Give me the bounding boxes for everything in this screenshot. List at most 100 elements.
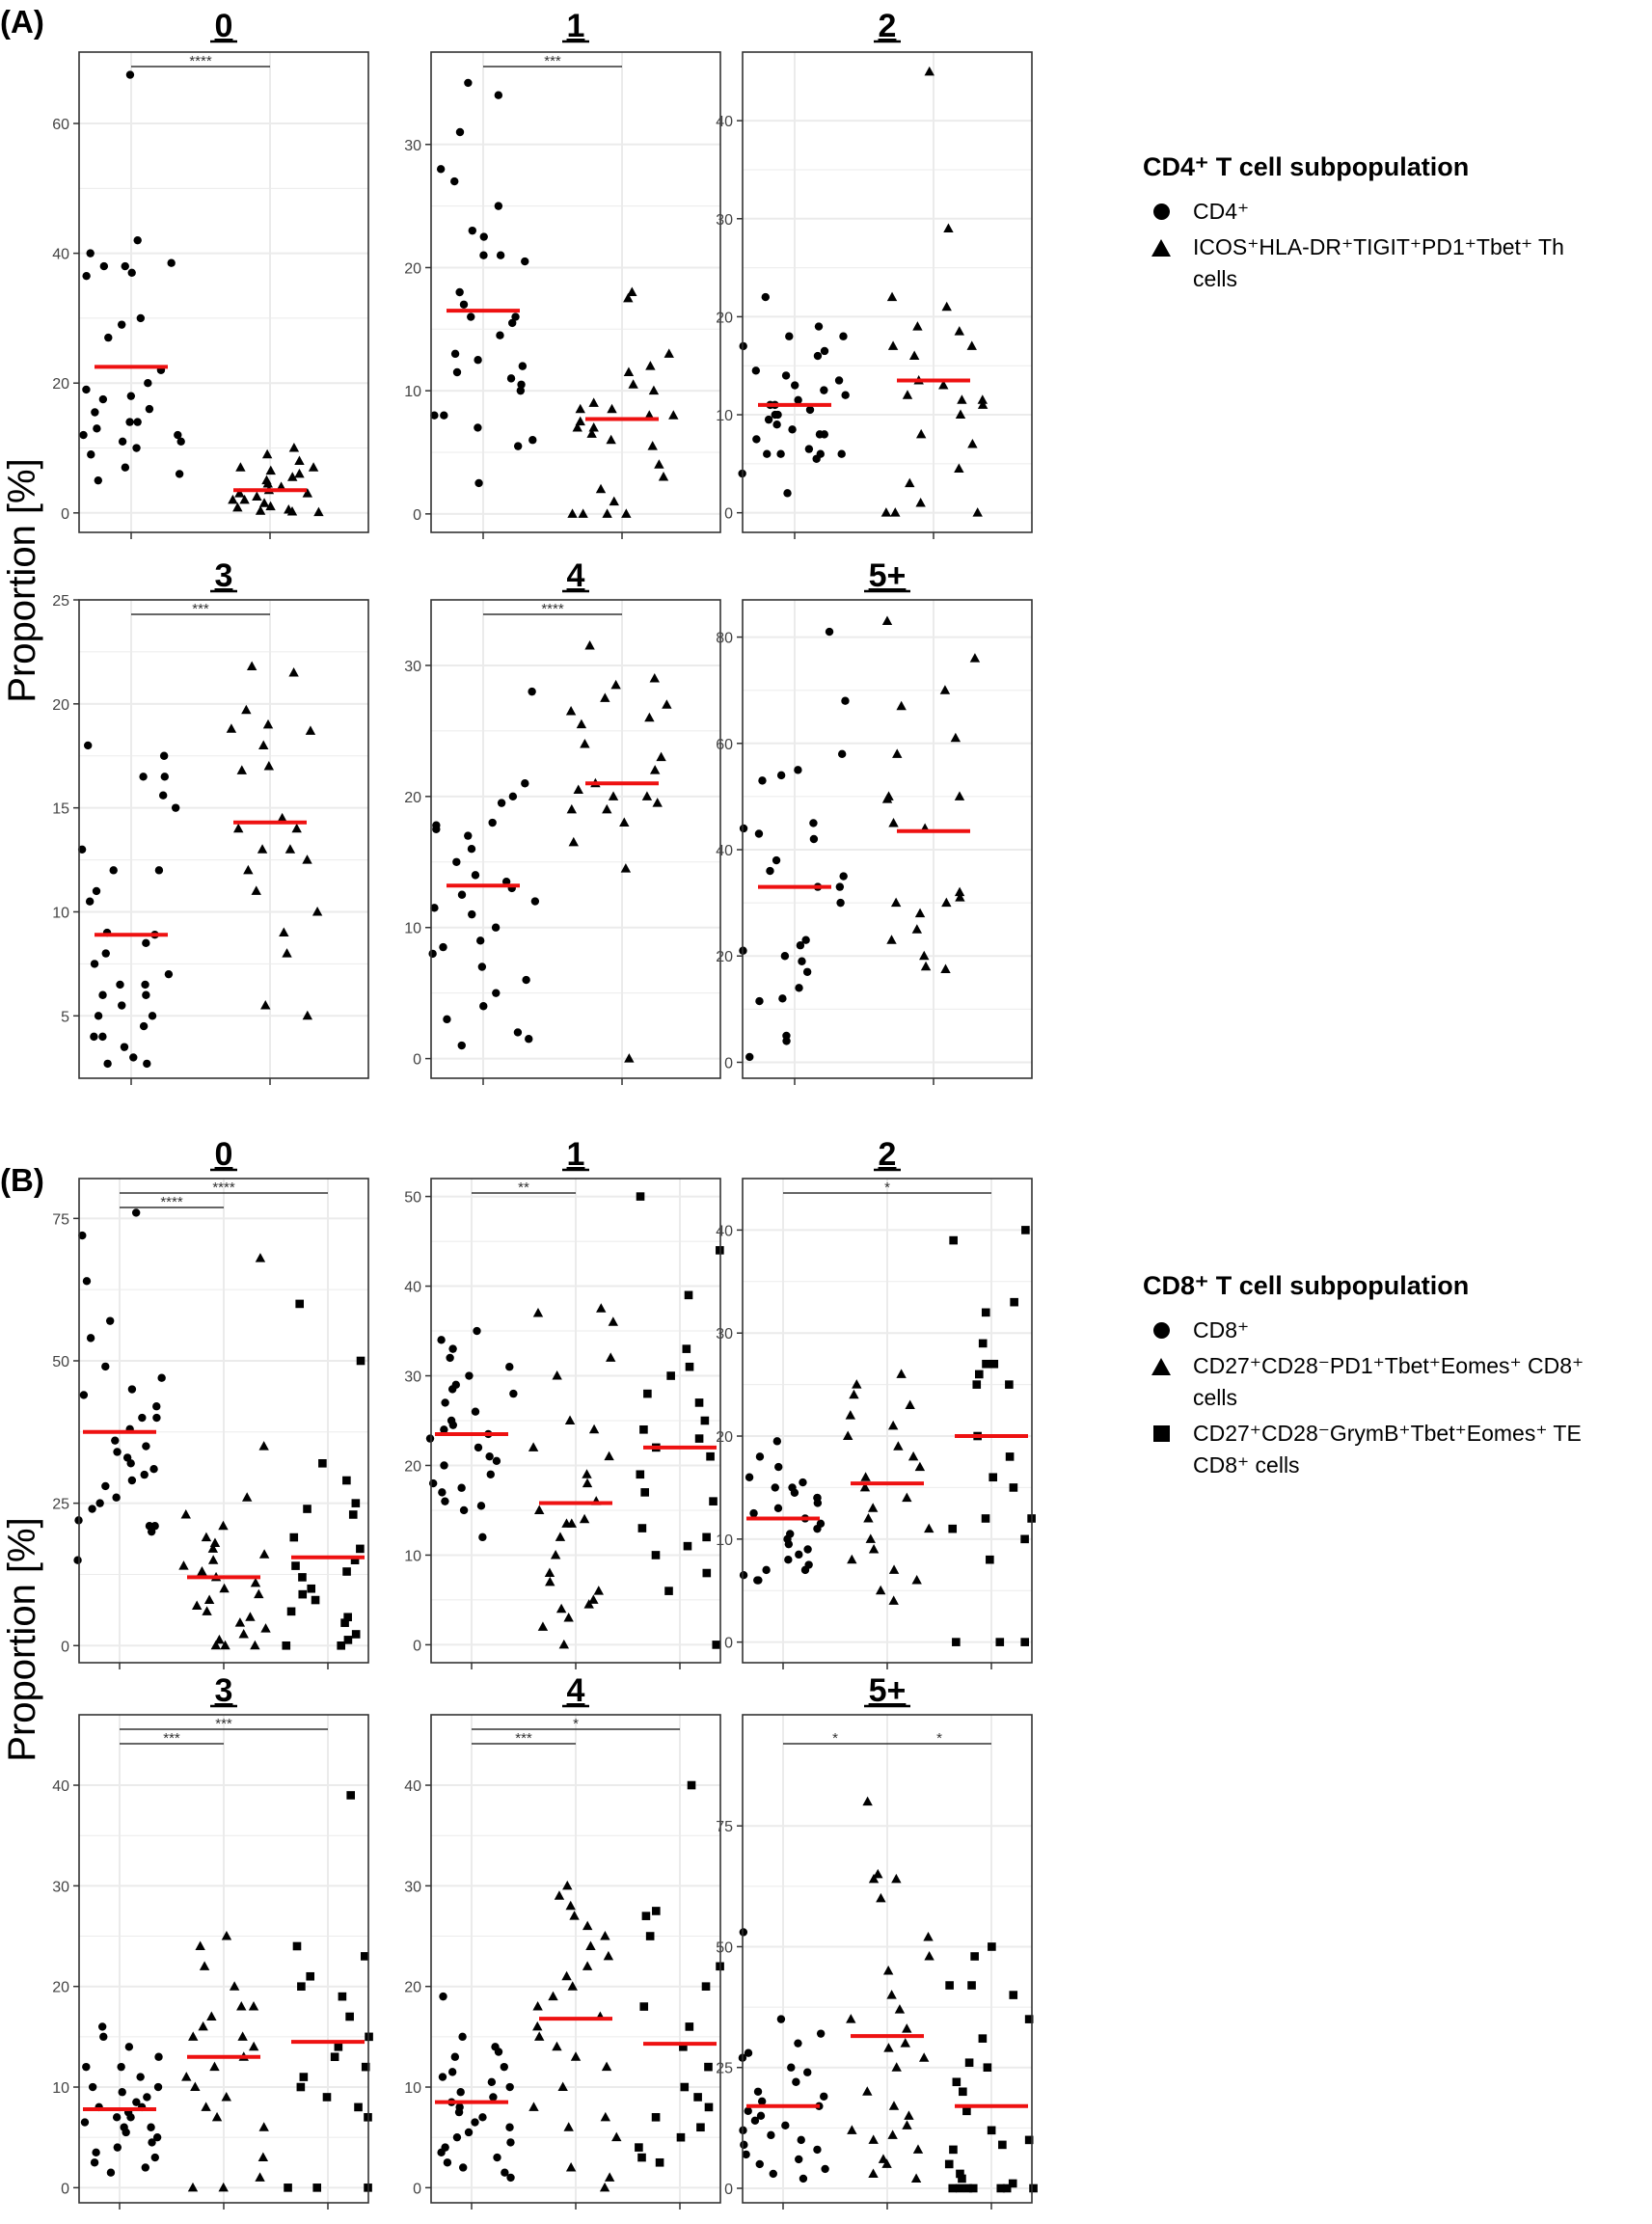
y-tick-label: 0 <box>413 1052 421 1069</box>
y-tick-label: 25 <box>52 593 69 610</box>
data-point-circle <box>518 362 528 370</box>
data-point-circle <box>158 791 168 800</box>
plot-frame <box>78 599 369 1079</box>
data-point-circle <box>755 2159 764 2169</box>
data-point-triangle <box>849 1389 859 1399</box>
data-point-triangle <box>564 1415 576 1424</box>
data-point-circle <box>120 1043 129 1051</box>
data-point-square <box>981 1514 990 1523</box>
data-point-circle <box>788 425 797 434</box>
legend-item-label: CD4⁺ <box>1193 199 1250 224</box>
data-point-circle <box>88 2082 97 2092</box>
data-point-triangle <box>846 2014 856 2023</box>
data-point-triangle <box>888 1564 900 1574</box>
legend-item: CD27⁺CD28⁻PD1⁺Tbet⁺Eomes⁺ CD8⁺ cells <box>1143 1350 1608 1414</box>
data-point-triangle <box>894 2004 906 2014</box>
data-point-circle <box>127 1476 137 1485</box>
data-point-circle <box>446 1353 454 1363</box>
data-point-square <box>299 2073 309 2081</box>
data-point-square <box>952 1638 961 1646</box>
data-point-triangle <box>608 1316 619 1326</box>
data-point-square <box>704 2062 713 2072</box>
data-point-circle <box>500 2062 508 2072</box>
y-tick-label: 20 <box>404 1458 421 1475</box>
data-point-circle <box>113 2143 122 2152</box>
y-tick-label: 0 <box>61 1639 69 1655</box>
data-point-triangle <box>586 428 597 438</box>
data-point-triangle <box>252 491 262 501</box>
data-point-triangle <box>905 1399 915 1409</box>
data-point-triangle <box>656 751 666 762</box>
data-point-triangle <box>890 897 902 908</box>
data-point-circle <box>129 1053 138 1062</box>
data-point-triangle <box>207 1543 219 1553</box>
data-point-square <box>949 2145 958 2155</box>
y-tick-label: 10 <box>716 1532 733 1549</box>
y-tick-label: 50 <box>404 1190 421 1207</box>
data-point-triangle <box>567 508 578 518</box>
panel-label-b: (B) <box>0 1162 44 1198</box>
data-point-circle <box>464 2128 474 2137</box>
data-point-triangle <box>567 1981 578 1991</box>
data-point-circle <box>803 1545 812 1554</box>
subplot-title: 5+ <box>869 557 907 594</box>
data-point-square <box>685 1362 694 1371</box>
data-point-square <box>1029 2183 1038 2193</box>
data-point-triangle <box>220 1640 230 1650</box>
data-point-triangle <box>602 803 612 814</box>
data-point-triangle <box>578 508 588 518</box>
data-point-triangle <box>258 1549 270 1559</box>
data-point-circle <box>781 371 791 380</box>
data-point-circle <box>443 2158 452 2167</box>
data-point-square <box>963 2183 973 2193</box>
data-point-square <box>952 2077 961 2087</box>
data-point-triangle <box>875 1585 886 1595</box>
data-point-triangle <box>627 286 637 296</box>
data-point-circle <box>126 392 136 400</box>
data-point-circle <box>125 418 134 426</box>
data-point-square <box>664 1587 673 1595</box>
data-point-circle <box>478 2113 487 2122</box>
data-point-triangle <box>302 1010 313 1020</box>
data-point-circle <box>841 391 850 399</box>
subplot: 0 10 20 30 40 * 2 <box>716 1136 1036 1669</box>
data-point-circle <box>440 411 448 420</box>
data-point-square <box>989 1359 999 1369</box>
subplot-title: 4 <box>567 557 585 594</box>
data-point-circle <box>116 980 124 990</box>
data-point-circle <box>800 1565 810 1575</box>
data-point-circle <box>764 415 773 424</box>
data-point-circle <box>804 445 814 453</box>
data-point-triangle <box>593 1586 604 1595</box>
data-point-triangle <box>623 366 635 376</box>
subplot-title: 3 <box>215 557 233 594</box>
data-point-square <box>682 1344 691 1353</box>
legend-item-label: ICOS⁺HLA-DR⁺TIGIT⁺PD1⁺Tbet⁺ Th cells <box>1193 234 1564 291</box>
data-point-triangle <box>845 1410 856 1420</box>
data-point-square <box>343 1636 353 1644</box>
data-point-circle <box>513 442 523 450</box>
plot-frame <box>742 1714 1033 2204</box>
data-point-square <box>995 1638 1005 1646</box>
subplot: 0 25 50 75 **** **** 0 <box>52 1136 369 1669</box>
data-point-triangle <box>544 1567 555 1578</box>
data-point-square <box>958 2174 966 2183</box>
data-point-circle <box>816 2029 826 2038</box>
data-point-triangle <box>558 1639 570 1649</box>
data-point-square <box>322 2093 332 2102</box>
data-point-square <box>639 1424 648 1434</box>
legend-item: ICOS⁺HLA-DR⁺TIGIT⁺PD1⁺Tbet⁺ Th cells <box>1143 231 1608 295</box>
data-point-square <box>956 2183 964 2193</box>
data-point-triangle <box>604 2172 615 2182</box>
data-point-triangle <box>610 679 621 690</box>
data-point-square <box>1005 1452 1015 1461</box>
data-point-triangle <box>649 765 661 774</box>
data-point-circle <box>505 2123 514 2131</box>
data-point-triangle <box>896 700 907 711</box>
data-point-circle <box>496 251 505 259</box>
data-point-square <box>978 2034 988 2043</box>
y-tick-label: 0 <box>413 1638 421 1654</box>
data-point-triangle <box>868 2134 879 2144</box>
data-point-triangle <box>279 927 289 937</box>
data-point-circle <box>761 292 770 302</box>
